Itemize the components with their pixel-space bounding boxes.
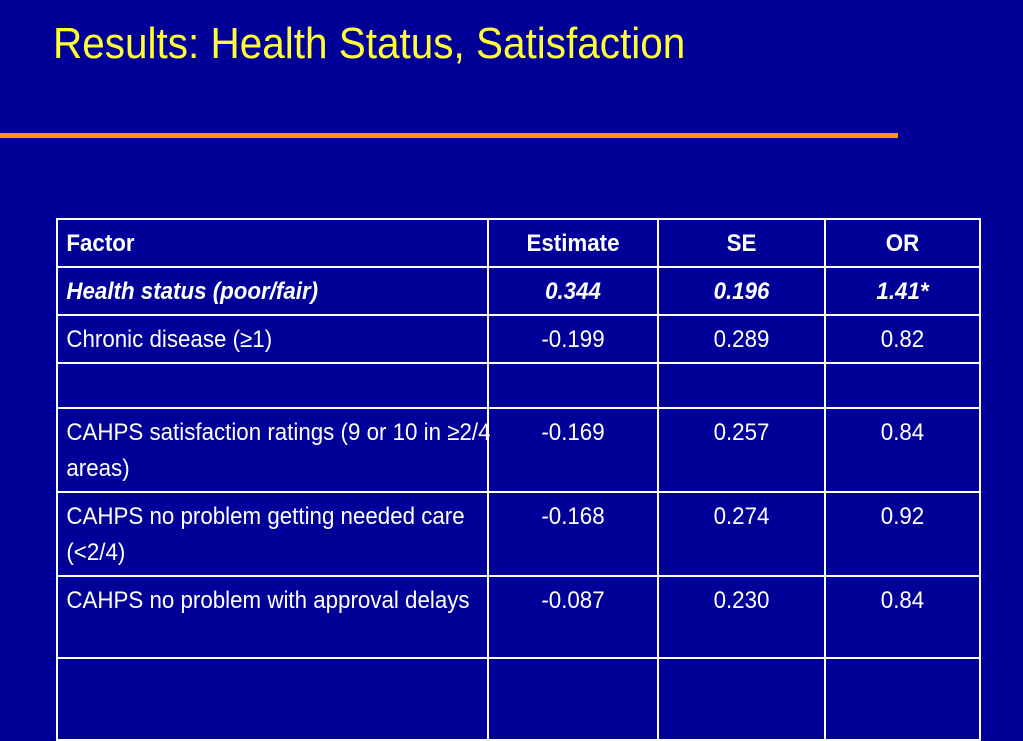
se-cell: 0.274	[657, 491, 826, 577]
title-underline-divider	[0, 133, 898, 138]
header-se: SE	[657, 218, 826, 268]
table-row-empty	[56, 362, 981, 409]
table-header-row: Factor Estimate SE OR	[56, 218, 981, 268]
estimate-cell	[487, 362, 659, 409]
or-cell	[824, 362, 981, 409]
slide-title: Results: Health Status, Satisfaction	[53, 19, 686, 68]
estimate-cell: -0.168	[487, 491, 659, 577]
factor-cell: CAHPS no problem getting needed care (<2…	[56, 491, 489, 577]
factor-cell: CAHPS no problem with approval delays	[56, 575, 489, 659]
table-row: CAHPS no problem with approval delays -0…	[56, 575, 981, 659]
estimate-cell: -0.169	[487, 407, 659, 493]
factor-cell	[56, 657, 489, 741]
factor-cell: Health status (poor/fair)	[56, 266, 489, 316]
results-table: Factor Estimate SE OR Health status (poo…	[56, 218, 981, 741]
se-cell: 0.257	[657, 407, 826, 493]
table-row: Health status (poor/fair) 0.344 0.196 1.…	[56, 266, 981, 316]
header-estimate: Estimate	[487, 218, 659, 268]
or-cell: 1.41*	[824, 266, 981, 316]
table-row-empty	[56, 657, 981, 741]
estimate-cell: 0.344	[487, 266, 659, 316]
table-row: CAHPS no problem getting needed care (<2…	[56, 491, 981, 577]
factor-cell	[56, 362, 489, 409]
estimate-cell	[487, 657, 659, 741]
factor-cell: CAHPS satisfaction ratings (9 or 10 in ≥…	[56, 407, 490, 493]
or-cell	[824, 657, 981, 741]
table-row: Chronic disease (≥1) -0.199 0.289 0.82	[56, 314, 981, 364]
se-cell	[657, 657, 826, 741]
table-row: CAHPS satisfaction ratings (9 or 10 in ≥…	[56, 407, 981, 493]
or-cell: 0.92	[824, 491, 981, 577]
estimate-cell: -0.199	[487, 314, 659, 364]
se-cell	[657, 362, 826, 409]
estimate-cell: -0.087	[487, 575, 659, 659]
header-or: OR	[824, 218, 981, 268]
se-cell: 0.196	[657, 266, 826, 316]
or-cell: 0.84	[824, 407, 981, 493]
se-cell: 0.289	[657, 314, 826, 364]
header-factor: Factor	[56, 218, 489, 268]
or-cell: 0.82	[824, 314, 981, 364]
or-cell: 0.84	[824, 575, 981, 659]
se-cell: 0.230	[657, 575, 826, 659]
factor-cell: Chronic disease (≥1)	[56, 314, 489, 364]
